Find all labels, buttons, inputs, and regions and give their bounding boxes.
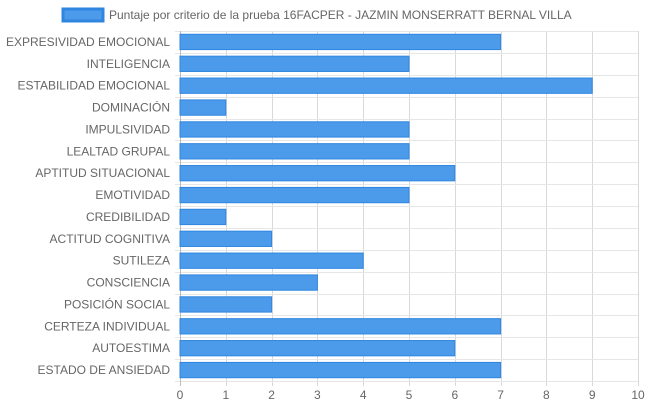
legend[interactable]: Puntaje por criterio de la prueba 16FACP… — [61, 7, 572, 23]
x-tick-label: 2 — [268, 388, 275, 402]
x-tick-label: 3 — [314, 388, 321, 402]
bar[interactable] — [179, 121, 410, 138]
category-label: EXPRESIVIDAD EMOCIONAL — [6, 35, 170, 49]
bar[interactable] — [179, 340, 456, 357]
category-label: SUTILEZA — [113, 254, 170, 268]
category-label: APTITUD SITUACIONAL — [35, 166, 170, 180]
x-tick-label: 0 — [177, 388, 184, 402]
x-axis-ticks: 0 1 2 3 4 5 6 7 8 9 10 — [177, 388, 645, 402]
x-tick-label: 10 — [631, 388, 645, 402]
bar[interactable] — [179, 186, 410, 204]
x-tick-label: 8 — [543, 388, 550, 402]
legend-label: Puntaje por criterio de la prueba 16FACP… — [109, 8, 572, 22]
category-label: POSICIÓN SOCIAL — [64, 296, 170, 311]
x-tick-label: 4 — [360, 388, 367, 402]
category-label: ACTITUD COGNITIVA — [50, 232, 170, 246]
bar[interactable] — [179, 274, 318, 291]
x-tick-label: 9 — [589, 388, 596, 402]
bar[interactable] — [179, 55, 410, 72]
bar[interactable] — [179, 252, 364, 269]
bar[interactable] — [179, 77, 593, 94]
category-label: EMOTIVIDAD — [95, 188, 170, 202]
bar[interactable] — [179, 296, 273, 313]
category-label: DOMINACIÓN — [92, 100, 170, 115]
x-tick-label: 6 — [451, 388, 458, 402]
bar[interactable] — [179, 143, 410, 160]
category-label: CONSCIENCIA — [87, 276, 170, 290]
bar[interactable] — [179, 361, 502, 379]
bar[interactable] — [179, 165, 456, 182]
category-labels: EXPRESIVIDAD EMOCIONAL INTELIGENCIA ESTABI… — [6, 35, 170, 377]
category-label: IMPULSIVIDAD — [85, 122, 170, 136]
x-tick-label: 5 — [406, 388, 413, 402]
category-label: CERTEZA INDIVIDUAL — [44, 319, 170, 333]
bar[interactable] — [179, 99, 227, 116]
category-label: ESTADO DE ANSIEDAD — [38, 363, 171, 377]
legend-swatch — [61, 7, 105, 23]
category-label: ESTABILIDAD EMOCIONAL — [18, 79, 171, 93]
x-tick-label: 1 — [222, 388, 229, 402]
category-label: AUTOESTIMA — [92, 341, 170, 355]
category-label: INTELIGENCIA — [87, 57, 170, 71]
bars — [179, 33, 593, 379]
bar[interactable] — [179, 208, 227, 226]
bar[interactable] — [179, 33, 502, 51]
x-tick-label: 7 — [497, 388, 504, 402]
bar[interactable] — [179, 230, 273, 247]
category-label: CREDIBILIDAD — [86, 210, 170, 224]
bar[interactable] — [179, 318, 502, 335]
category-label: LEALTAD GRUPAL — [67, 144, 171, 158]
